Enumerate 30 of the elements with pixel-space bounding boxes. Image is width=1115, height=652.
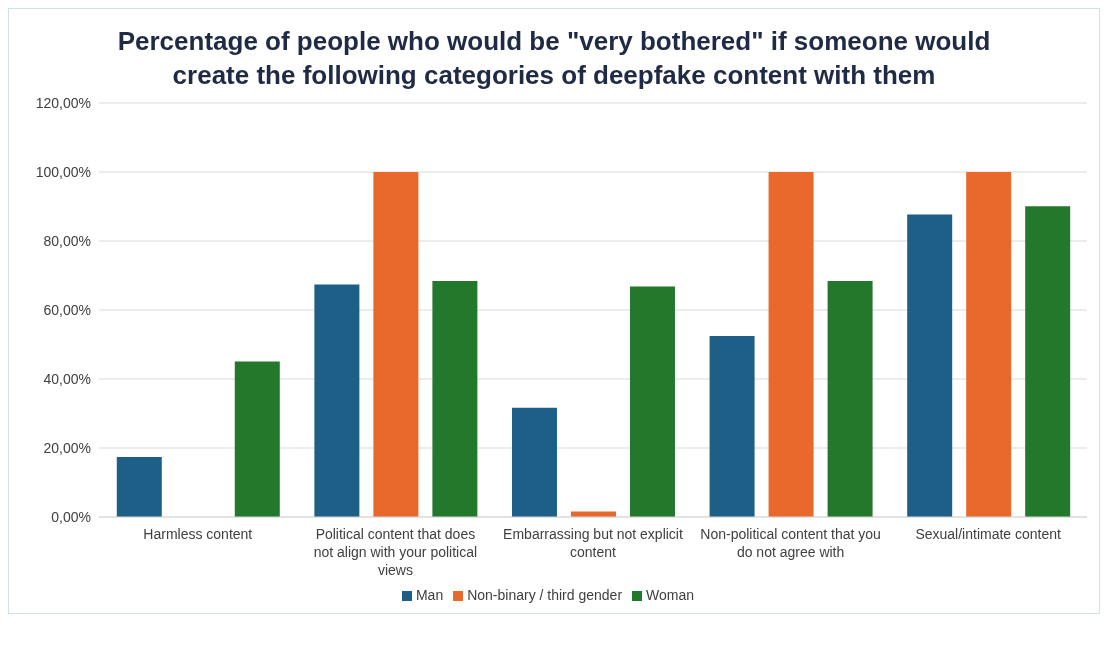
x-tick-label: Embarrassing but not explicit content <box>503 525 683 560</box>
bar <box>629 286 675 517</box>
y-tick-label: 120,00% <box>35 94 91 111</box>
legend-label: Man <box>415 586 444 603</box>
bar <box>709 335 755 517</box>
y-tick-label: 80,00% <box>43 232 91 249</box>
bar <box>314 284 360 517</box>
bar <box>116 456 162 517</box>
y-tick-label: 20,00% <box>43 439 91 456</box>
x-tick-label: Harmless content <box>143 525 253 542</box>
y-tick-label: 100,00% <box>35 163 91 180</box>
bar <box>234 361 280 517</box>
bar <box>966 171 1012 517</box>
y-tick-label: 40,00% <box>43 370 91 387</box>
bar <box>432 280 478 517</box>
bar <box>1025 205 1071 517</box>
legend-label: Non-binary / third gender <box>467 586 623 603</box>
y-tick-label: 0,00% <box>51 508 91 525</box>
chart-title: Percentage of people who would be "very bothered" if someone would create the following categories of deepfake content with them <box>116 25 992 92</box>
x-tick-label: Political content that does not align with your political views <box>313 525 478 578</box>
bar <box>511 407 557 517</box>
x-tick-label: Non-political content that you do not agree with <box>700 525 881 560</box>
bar <box>827 280 873 517</box>
y-tick-label: 60,00% <box>43 301 91 318</box>
bar <box>768 171 814 517</box>
x-tick-label: Sexual/intimate content <box>915 525 1062 542</box>
bar <box>373 171 419 517</box>
bar <box>907 214 953 517</box>
bar <box>570 511 616 517</box>
legend-label: Woman <box>646 586 695 603</box>
